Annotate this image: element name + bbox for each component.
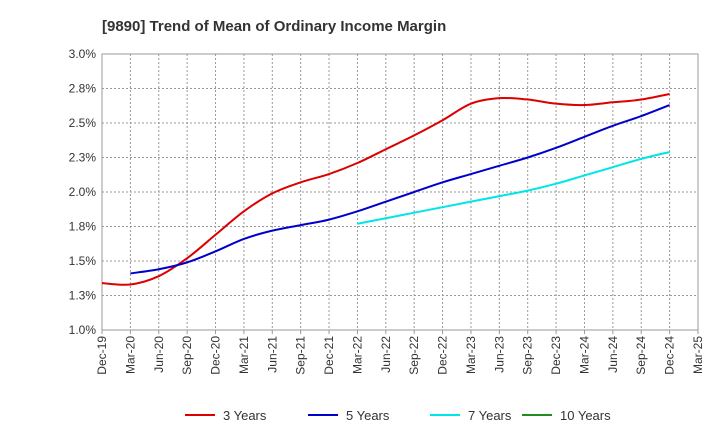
legend-item-5-years: 5 Years xyxy=(308,408,390,423)
y-tick-label: 3.0% xyxy=(69,47,97,61)
legend-label: 10 Years xyxy=(560,408,611,423)
x-tick-label: Jun-21 xyxy=(265,336,279,373)
y-tick-label: 2.3% xyxy=(69,151,97,165)
x-tick-label: Jun-20 xyxy=(152,336,166,373)
x-axis: Dec-19 Mar-20 Jun-20 Sep-20 Dec-20 Mar-21 Jun-… xyxy=(95,330,705,375)
x-tick-label: Sep-20 xyxy=(180,336,194,375)
x-tick-label: Sep-23 xyxy=(521,336,535,375)
series-line-5-years xyxy=(130,104,670,275)
legend-item-10-years: 10 Years xyxy=(522,408,611,423)
y-tick-label: 2.8% xyxy=(69,82,97,96)
x-tick-label: Dec-22 xyxy=(436,336,450,375)
x-tick-label: Mar-25 xyxy=(691,336,705,374)
x-tick-label: Jun-22 xyxy=(379,336,393,373)
legend-item-7-years: 7 Years xyxy=(430,408,512,423)
x-tick-label: Mar-24 xyxy=(577,336,591,374)
legend-label: 5 Years xyxy=(346,408,390,423)
y-axis: 1.0% 1.3% 1.5% 1.8% 2.0% 2.3% 2.5% 2.8% 3.0% xyxy=(69,47,97,337)
x-tick-label: Sep-24 xyxy=(634,336,648,375)
x-tick-label: Sep-22 xyxy=(407,336,421,375)
x-tick-label: Jun-24 xyxy=(606,336,620,373)
y-tick-label: 1.0% xyxy=(69,323,97,337)
series-lines xyxy=(101,93,670,286)
x-tick-label: Dec-20 xyxy=(209,336,223,375)
legend-item-3-years: 3 Years xyxy=(185,408,267,423)
y-tick-label: 1.3% xyxy=(69,289,97,303)
x-tick-label: Mar-22 xyxy=(350,336,364,374)
legend: 3 Years 5 Years 7 Years 10 Years xyxy=(185,408,611,423)
x-tick-label: Sep-21 xyxy=(294,336,308,375)
x-tick-label: Mar-20 xyxy=(123,336,137,374)
x-tick-label: Dec-19 xyxy=(95,336,109,375)
y-tick-label: 2.5% xyxy=(69,116,97,130)
legend-label: 7 Years xyxy=(468,408,512,423)
x-tick-label: Mar-23 xyxy=(464,336,478,374)
x-tick-label: Dec-21 xyxy=(322,336,336,375)
x-tick-label: Jun-23 xyxy=(492,336,506,373)
y-tick-label: 1.5% xyxy=(69,254,97,268)
x-tick-label: Mar-21 xyxy=(237,336,251,374)
series-line-3-years xyxy=(101,93,670,286)
x-tick-label: Dec-24 xyxy=(663,336,677,375)
legend-label: 3 Years xyxy=(223,408,267,423)
y-tick-label: 2.0% xyxy=(69,185,97,199)
y-tick-label: 1.8% xyxy=(69,220,97,234)
x-tick-label: Dec-23 xyxy=(549,336,563,375)
series-line-7-years xyxy=(357,151,670,225)
chart-title: [9890] Trend of Mean of Ordinary Income … xyxy=(102,18,446,35)
